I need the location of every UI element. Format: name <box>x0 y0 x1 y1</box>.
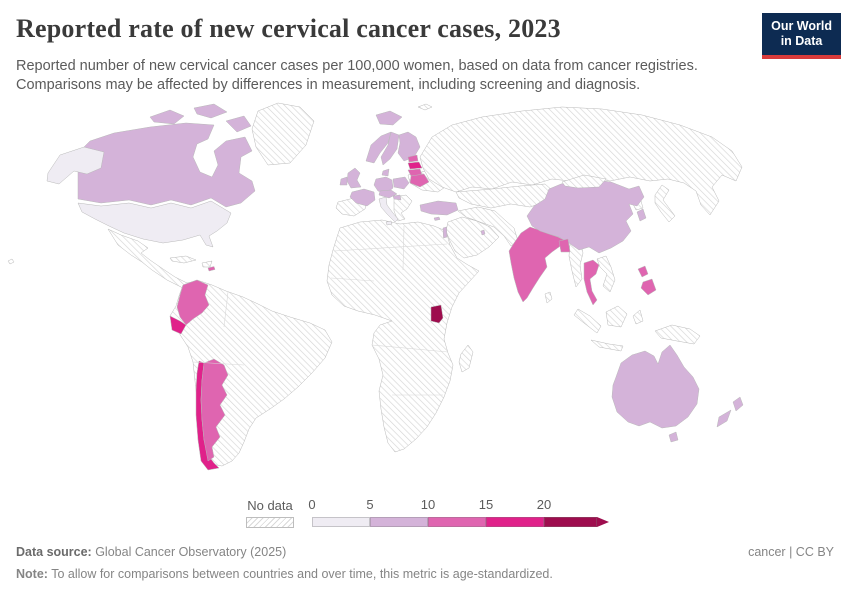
country-india[interactable] <box>508 226 567 303</box>
legend-arrow <box>597 517 609 527</box>
region-africa-nodata[interactable] <box>326 219 480 453</box>
country-australia[interactable] <box>611 344 700 429</box>
country-ecuador[interactable] <box>169 315 187 335</box>
country-papua-new-guinea[interactable] <box>654 324 701 345</box>
data-source-label: Data source: <box>16 545 92 559</box>
country-borders <box>402 225 405 271</box>
country-italy[interactable] <box>378 196 399 223</box>
country-bangladesh[interactable] <box>558 238 571 253</box>
country-australia-tasmania[interactable] <box>668 431 679 443</box>
country-italy-sicily[interactable] <box>385 220 393 226</box>
country-france[interactable] <box>349 188 376 207</box>
country-sweden[interactable] <box>380 131 400 166</box>
country-canada-islands[interactable] <box>193 103 228 119</box>
country-canada-islands[interactable] <box>225 115 252 133</box>
country-canada-islands[interactable] <box>149 109 185 125</box>
country-cyprus[interactable] <box>433 216 441 221</box>
country-borders <box>223 291 229 328</box>
chart-subtitle: Reported number of new cervical cancer c… <box>16 57 736 95</box>
region-sumatra[interactable] <box>573 308 602 334</box>
note-label: Note: <box>16 567 48 581</box>
country-south-korea[interactable] <box>636 208 647 222</box>
license-link[interactable]: cancer | CC BY <box>748 545 834 559</box>
region-arabia[interactable] <box>445 216 500 259</box>
country-alaska[interactable] <box>46 146 105 185</box>
country-colombia[interactable] <box>176 279 210 326</box>
country-cuba[interactable] <box>169 255 197 264</box>
data-source-text[interactable]: Global Cancer Observatory (2025) <box>91 545 287 559</box>
country-argentina[interactable] <box>200 358 229 462</box>
country-latvia[interactable] <box>407 161 423 170</box>
country-canada[interactable] <box>77 122 256 208</box>
region-java[interactable] <box>590 339 624 352</box>
legend-tick-label: 10 <box>420 497 436 512</box>
legend-bin-5-10[interactable] <box>370 517 428 527</box>
country-denmark[interactable] <box>381 168 390 177</box>
legend-tick-label: 5 <box>366 497 374 512</box>
note-text: To allow for comparisons between countri… <box>47 567 553 581</box>
legend-no-data-label: No data <box>247 498 293 513</box>
country-borders <box>330 277 375 282</box>
region-sulawesi[interactable] <box>632 309 644 325</box>
country-svalbard[interactable] <box>417 103 433 111</box>
legend-bin-20+[interactable] <box>544 517 597 527</box>
country-united-states[interactable] <box>77 200 232 248</box>
subtitle-line-1: Reported number of new cervical cancer c… <box>16 58 698 74</box>
legend-bin-0-5[interactable] <box>312 517 370 527</box>
country-russia[interactable] <box>419 106 743 216</box>
country-iceland[interactable] <box>375 110 403 126</box>
country-poland[interactable] <box>392 176 410 190</box>
legend-bin-10-15[interactable] <box>428 517 486 527</box>
owid-logo[interactable]: Our World in Data <box>762 13 841 59</box>
legend-tick-label: 0 <box>308 497 316 512</box>
region-indochina-nodata[interactable] <box>596 255 616 293</box>
country-japan[interactable] <box>654 184 676 223</box>
subtitle-line-2: Comparisons may be affected by differenc… <box>16 77 641 93</box>
country-china[interactable] <box>526 178 645 254</box>
country-puerto-rico[interactable] <box>207 266 216 272</box>
region-borneo[interactable] <box>605 305 628 328</box>
country-new-zealand[interactable] <box>716 409 732 428</box>
country-thailand[interactable] <box>583 259 600 306</box>
country-philippines[interactable] <box>640 278 657 296</box>
legend-color-scale: 0 5 10 15 20 <box>308 497 622 531</box>
legend-no-data-swatch[interactable] <box>246 517 294 528</box>
legend-tick-label: 20 <box>536 497 552 512</box>
footer-source-row: Data source: Global Cancer Observatory (… <box>16 545 834 559</box>
country-mongolia[interactable] <box>561 174 607 189</box>
legend-tick-label: 15 <box>478 497 494 512</box>
country-hawaii[interactable] <box>7 258 15 265</box>
footer-note: Note: To allow for comparisons between c… <box>16 567 834 581</box>
country-greenland[interactable] <box>251 102 315 166</box>
page-title: Reported rate of new cervical cancer cas… <box>16 14 561 43</box>
country-new-zealand[interactable] <box>732 396 744 412</box>
country-turkey[interactable] <box>419 200 459 216</box>
country-hispaniola[interactable] <box>201 260 213 268</box>
owid-logo-line2: in Data <box>780 34 823 48</box>
country-israel[interactable] <box>442 226 448 239</box>
country-belarus[interactable] <box>409 173 430 188</box>
country-borders <box>371 344 449 353</box>
country-philippines[interactable] <box>637 265 649 278</box>
owid-logo-line1: Our World <box>771 19 832 33</box>
country-qatar[interactable] <box>480 229 486 236</box>
country-borders <box>192 361 245 366</box>
data-source: Data source: Global Cancer Observatory (… <box>16 545 286 559</box>
country-madagascar[interactable] <box>458 344 474 373</box>
country-uganda[interactable] <box>430 304 444 324</box>
country-estonia[interactable] <box>407 154 419 163</box>
country-borders <box>333 243 448 252</box>
world-map <box>0 95 850 495</box>
region-balkans[interactable] <box>393 194 413 222</box>
country-croatia[interactable] <box>392 194 402 201</box>
legend-bin-15-20[interactable] <box>486 517 544 527</box>
country-ireland[interactable] <box>339 176 348 186</box>
country-sri-lanka[interactable] <box>544 291 553 304</box>
country-united-kingdom[interactable] <box>346 167 362 189</box>
